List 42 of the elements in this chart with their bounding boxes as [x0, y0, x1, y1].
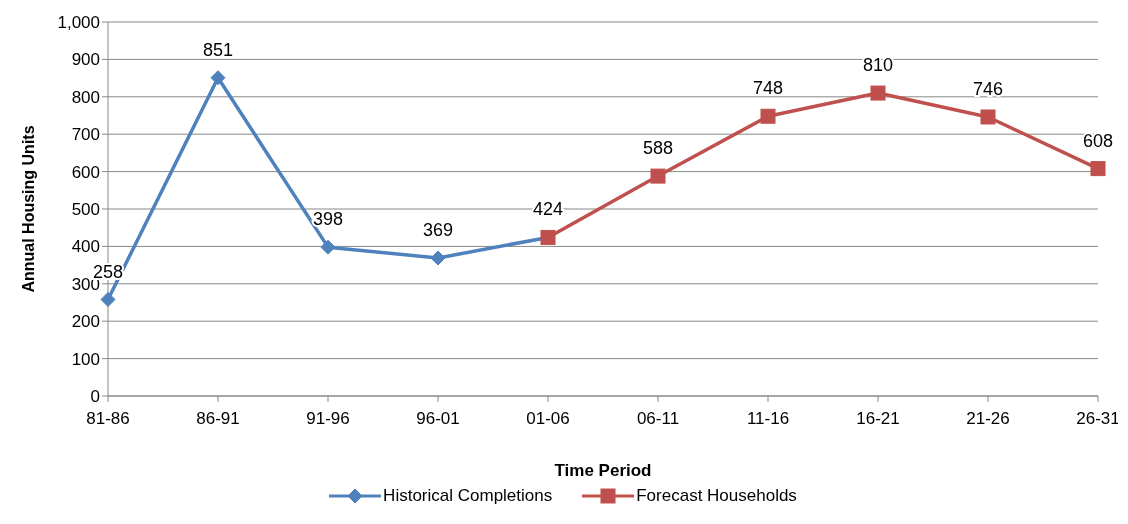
- point: [430, 250, 446, 266]
- y-tick-label: 0: [90, 387, 100, 407]
- x-tick-label: 26-31: [1076, 409, 1120, 429]
- point: [320, 239, 336, 255]
- data-label: 588: [642, 138, 674, 159]
- x-tick-label: 21-26: [966, 409, 1010, 429]
- x-tick-label: 96-01: [416, 409, 460, 429]
- y-tick-label: 700: [71, 125, 100, 145]
- x-tick-label: 86-91: [196, 409, 240, 429]
- x-tick-label: 01-06: [526, 409, 570, 429]
- data-label: 851: [202, 39, 234, 60]
- x-tick-label: 11-16: [746, 409, 790, 429]
- point: [650, 168, 666, 184]
- data-label: 748: [752, 78, 784, 99]
- x-axis-title: Time Period: [554, 461, 652, 480]
- data-label: 398: [312, 209, 344, 230]
- legend-label: Historical Completions: [383, 486, 553, 506]
- point: [870, 85, 886, 101]
- data-label: 810: [862, 55, 894, 76]
- x-tick-label: 81-86: [86, 409, 130, 429]
- y-axis-title: Annual Housing Units: [19, 125, 37, 293]
- legend-label: Forecast Households: [636, 486, 797, 506]
- y-tick-label: 1,000: [57, 13, 100, 33]
- y-tick-label: 400: [71, 237, 100, 257]
- x-tick-label: 91-96: [306, 409, 350, 429]
- point: [100, 292, 116, 308]
- y-tick-label: 900: [71, 50, 100, 70]
- y-tick-label: 600: [71, 162, 100, 182]
- x-tick-label: 16-21: [856, 409, 900, 429]
- y-tick-label: 800: [71, 87, 100, 107]
- data-label: 746: [972, 79, 1004, 99]
- y-tick-label: 500: [71, 200, 100, 220]
- point: [760, 108, 776, 124]
- y-tick-label: 200: [71, 312, 100, 332]
- point: [210, 70, 226, 86]
- y-tick-label: 100: [71, 349, 100, 369]
- data-label: 608: [1082, 130, 1114, 151]
- point: [1090, 161, 1106, 177]
- data-label: 369: [422, 219, 454, 240]
- x-tick-label: 06-11: [636, 409, 680, 429]
- point: [980, 109, 996, 125]
- data-label: 424: [532, 199, 564, 220]
